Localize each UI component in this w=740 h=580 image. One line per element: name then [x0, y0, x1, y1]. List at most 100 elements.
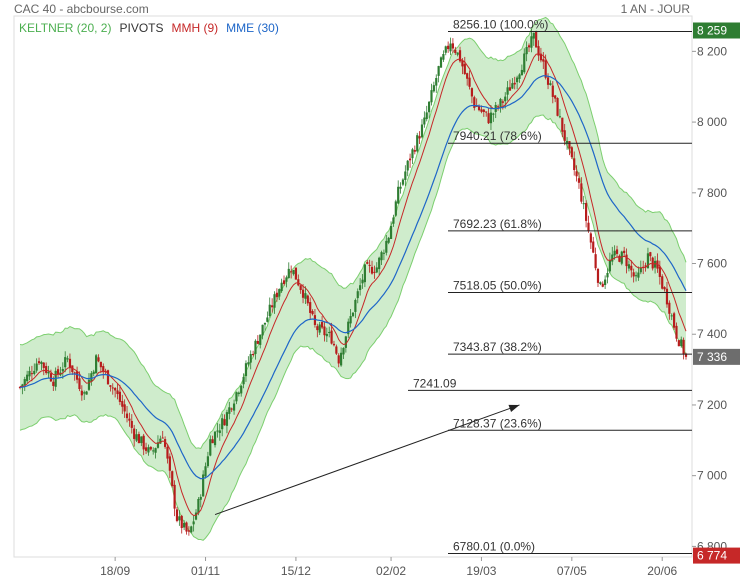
candle-body — [190, 526, 193, 533]
candle-body — [680, 339, 683, 347]
candle-body — [649, 252, 652, 257]
candle-body — [28, 370, 31, 377]
candle-body — [73, 372, 76, 374]
candle-body — [256, 341, 259, 344]
candle-body — [378, 257, 381, 270]
candle-body — [335, 346, 338, 354]
candle-body — [40, 361, 43, 365]
candle-body — [506, 87, 509, 95]
candle-body — [64, 357, 67, 368]
candle-body — [468, 77, 471, 87]
candle-body — [194, 512, 198, 520]
period-label[interactable]: 1 AN - JOUR — [620, 2, 690, 16]
level-label-2: 7692.23 (61.8%) — [453, 217, 542, 231]
price-tag-0 — [693, 22, 740, 39]
candle-body — [577, 178, 581, 183]
candle-body — [292, 270, 295, 275]
level-label-5: 7241.09 — [413, 376, 457, 390]
candle-body — [118, 391, 121, 402]
candle-body — [166, 446, 169, 459]
candle-body — [37, 361, 41, 364]
candle-body — [35, 363, 38, 371]
candle-body — [675, 325, 678, 339]
candle-body — [68, 358, 72, 368]
y-tick-label-1: 7 000 — [697, 469, 727, 483]
level-label-7: 6780.01 (0.0%) — [453, 539, 535, 553]
candle-body — [382, 252, 386, 254]
candle-body — [273, 294, 276, 308]
candle-body — [95, 355, 98, 374]
candle-body — [359, 285, 362, 290]
candle-body — [304, 293, 307, 299]
candle-body — [211, 439, 214, 444]
candle-body — [530, 36, 533, 48]
candle-body — [306, 295, 309, 304]
candle-body — [639, 267, 642, 273]
candle-body — [154, 448, 157, 453]
candle-body — [140, 436, 143, 444]
candle-body — [247, 362, 250, 365]
candle-body — [142, 435, 145, 450]
candle-body — [328, 331, 331, 333]
candle-body — [613, 250, 616, 256]
candle-body — [178, 516, 181, 521]
candle-body — [147, 447, 150, 453]
candle-body — [135, 434, 138, 441]
candle-body — [290, 271, 293, 273]
candle-body — [144, 447, 148, 451]
candle-body — [670, 315, 673, 317]
candle-body — [608, 260, 611, 272]
candle-body — [83, 392, 86, 394]
candle-body — [544, 60, 547, 78]
candle-body — [337, 355, 340, 364]
indicator-legend: KELTNER (20, 2) PIVOTS MMH (9) MME (30) — [19, 21, 287, 35]
candle-body — [627, 264, 631, 269]
indicator-1[interactable]: PIVOTS — [119, 21, 164, 35]
y-tick-label-4: 7 600 — [697, 257, 727, 271]
candle-body — [268, 304, 271, 316]
candle-body — [563, 130, 566, 141]
candle-body — [78, 378, 81, 390]
candle-body — [489, 112, 493, 124]
candle-body — [634, 275, 638, 277]
candle-body — [199, 496, 202, 500]
candle-body — [90, 373, 93, 382]
price-tag-1 — [693, 348, 740, 365]
candle-body — [380, 252, 383, 261]
candle-body — [99, 361, 102, 368]
mme-line — [19, 75, 687, 480]
candle-body — [232, 403, 236, 411]
candle-body — [26, 374, 29, 382]
candle-body — [161, 437, 164, 439]
candle-body — [399, 186, 402, 189]
candle-body — [45, 366, 48, 373]
candle-body — [615, 249, 619, 254]
candle-body — [644, 265, 647, 267]
candle-body — [646, 253, 650, 269]
candle-body — [340, 352, 343, 366]
indicator-3[interactable]: MME (30) — [226, 21, 279, 35]
indicator-2[interactable]: MMH (9) — [171, 21, 219, 35]
candle-body — [356, 291, 359, 299]
candle-body — [97, 357, 100, 362]
candle-body — [159, 438, 162, 444]
candle-body — [318, 324, 321, 333]
candle-body — [351, 312, 355, 317]
candle-body — [651, 257, 654, 269]
candle-body — [344, 336, 347, 348]
indicator-0[interactable]: KELTNER (20, 2) — [19, 21, 112, 35]
candle-body — [240, 385, 243, 394]
candle-body — [192, 521, 195, 525]
candle-body — [185, 522, 188, 532]
candle-body — [123, 404, 126, 412]
candle-body — [285, 277, 288, 282]
plot-area — [13, 15, 693, 558]
y-tick-label-2: 7 200 — [697, 398, 727, 412]
candle-body — [183, 522, 186, 528]
candle-body — [137, 434, 141, 444]
candle-body — [518, 74, 521, 79]
candle-body — [61, 368, 64, 372]
candle-body — [216, 430, 219, 432]
candle-body — [549, 83, 552, 86]
